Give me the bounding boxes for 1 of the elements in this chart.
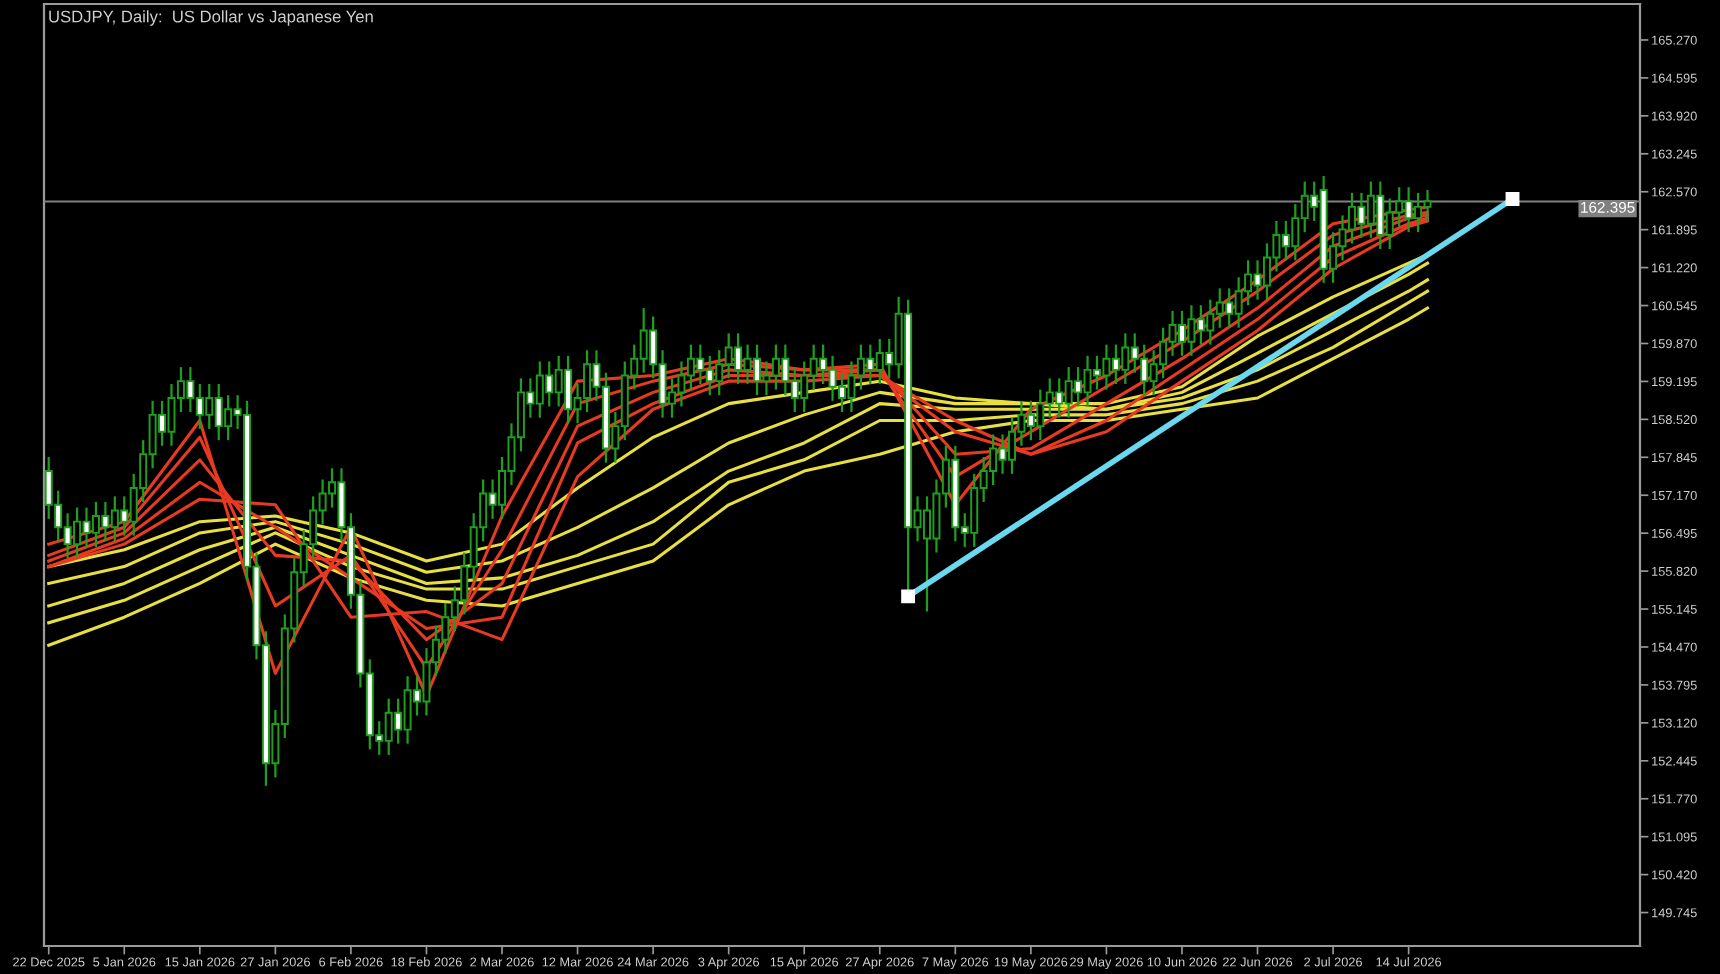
chart-title: USDJPY, Daily: US Dollar vs Japanese Yen	[49, 10, 373, 26]
